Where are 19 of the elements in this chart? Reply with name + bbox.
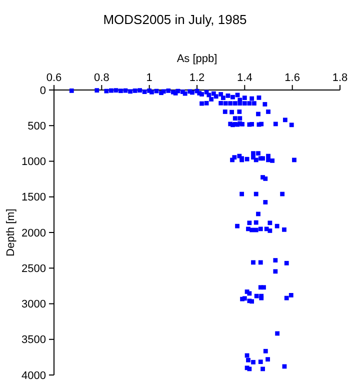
y-tick-label: 2500 — [22, 262, 46, 275]
y-tick-label: 3500 — [22, 334, 46, 346]
x-tick-label: 1.8 — [332, 72, 348, 84]
y-tick-label: 1000 — [22, 156, 46, 168]
y-tick-label: 500 — [28, 120, 46, 132]
x-tick-label: 0.6 — [46, 72, 62, 84]
y-tick-label: 0 — [40, 84, 46, 97]
y-axis-title: Depth [m] — [4, 208, 17, 256]
x-tick-label: 1.4 — [237, 72, 252, 84]
y-tick-label: 4000 — [22, 370, 46, 382]
y-tick-label: 1500 — [22, 192, 46, 204]
y-tick-label: 3000 — [22, 298, 46, 311]
x-axis-title: As [ppb] — [176, 53, 218, 65]
x-tick-label: 1 — [146, 72, 152, 84]
x-tick-label: 1.6 — [284, 72, 300, 84]
x-tick-label: 0.8 — [94, 72, 110, 84]
y-tick-label: 2000 — [22, 227, 46, 240]
x-tick-label: 1.2 — [189, 72, 205, 84]
chart-title: MODS2005 in July, 1985 — [103, 12, 247, 27]
